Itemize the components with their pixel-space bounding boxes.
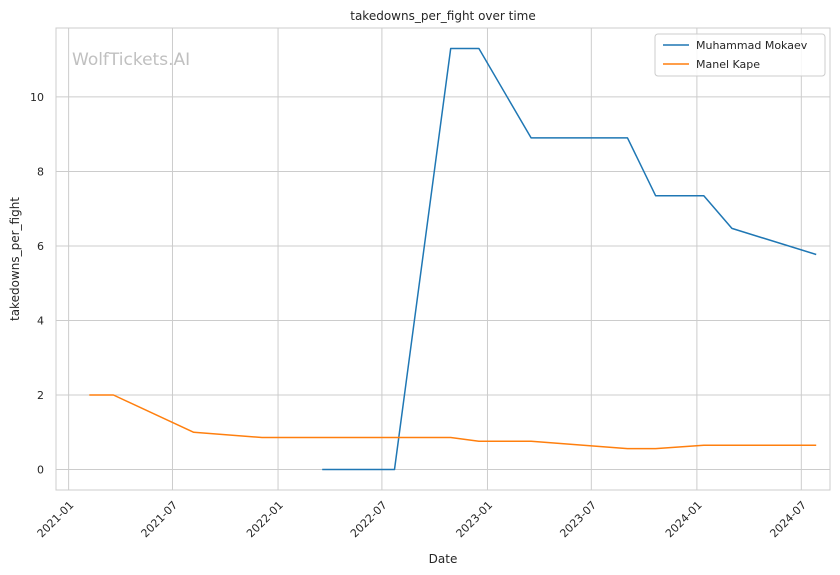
legend: Muhammad Mokaev Manel Kape bbox=[654, 33, 826, 77]
y-tick-label: 0 bbox=[37, 464, 44, 477]
series-line-0 bbox=[322, 47, 817, 471]
series-layer bbox=[89, 47, 817, 471]
legend-label-mokaev: Muhammad Mokaev bbox=[696, 39, 808, 52]
y-tick-label: 4 bbox=[37, 314, 44, 327]
grid bbox=[56, 28, 830, 490]
y-tick-label: 8 bbox=[37, 165, 44, 178]
y-tick-labels: 0 2 4 6 8 10 bbox=[30, 91, 44, 477]
legend-box bbox=[654, 33, 826, 77]
watermark: WolfTickets.AI bbox=[72, 50, 190, 70]
plot-frame bbox=[55, 27, 831, 491]
y-tick-label: 2 bbox=[37, 389, 44, 402]
legend-label-kape: Manel Kape bbox=[696, 58, 760, 71]
y-axis-label: takedowns_per_fight bbox=[8, 197, 22, 321]
y-tick-label: 10 bbox=[30, 91, 44, 104]
chart-title: takedowns_per_fight over time bbox=[350, 9, 536, 23]
y-tick-label: 6 bbox=[37, 240, 44, 253]
series-line-1 bbox=[89, 394, 817, 450]
x-axis-label: Date bbox=[429, 552, 458, 566]
